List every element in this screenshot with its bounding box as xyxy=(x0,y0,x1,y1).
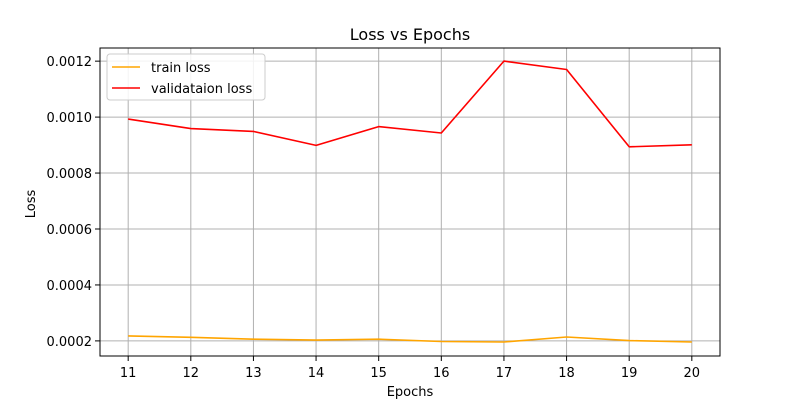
x-tick-label: 13 xyxy=(245,366,262,381)
x-tick-label: 14 xyxy=(308,366,325,381)
x-tick-label: 12 xyxy=(183,366,200,381)
plot-frame xyxy=(99,47,721,357)
x-tick-label: 17 xyxy=(496,366,513,381)
y-axis-ticks: 0.0002 0.0004 0.0006 0.0008 0.0010 0.0012 xyxy=(47,55,100,350)
series-line-validation-loss xyxy=(128,60,692,148)
x-tick-label: 18 xyxy=(558,366,575,381)
y-tick-label: 0.0008 xyxy=(47,167,93,182)
x-tick-label: 19 xyxy=(621,366,638,381)
x-axis-title: Epochs xyxy=(387,385,434,400)
x-tick-label: 11 xyxy=(120,366,137,381)
x-tick-label: 16 xyxy=(433,366,450,381)
y-tick-label: 0.0006 xyxy=(47,223,93,238)
legend-box xyxy=(106,53,266,101)
y-tick-label: 0.0004 xyxy=(47,279,93,294)
y-tick-label: 0.0012 xyxy=(47,55,93,70)
x-tick-label: 20 xyxy=(684,366,701,381)
series-lines xyxy=(128,60,692,343)
x-axis-ticks: 11 12 13 14 15 16 17 18 19 20 xyxy=(120,356,700,381)
y-axis-title: Loss xyxy=(24,190,39,219)
legend-label: validataion loss xyxy=(151,82,252,97)
legend-label: train loss xyxy=(151,61,211,76)
x-tick-label: 15 xyxy=(370,366,387,381)
legend: train loss validataion loss xyxy=(106,53,266,101)
chart-title: Loss vs Epochs xyxy=(350,25,470,44)
y-tick-label: 0.0010 xyxy=(47,111,93,126)
y-tick-label: 0.0002 xyxy=(47,335,93,350)
series-line-train-loss xyxy=(128,335,692,343)
